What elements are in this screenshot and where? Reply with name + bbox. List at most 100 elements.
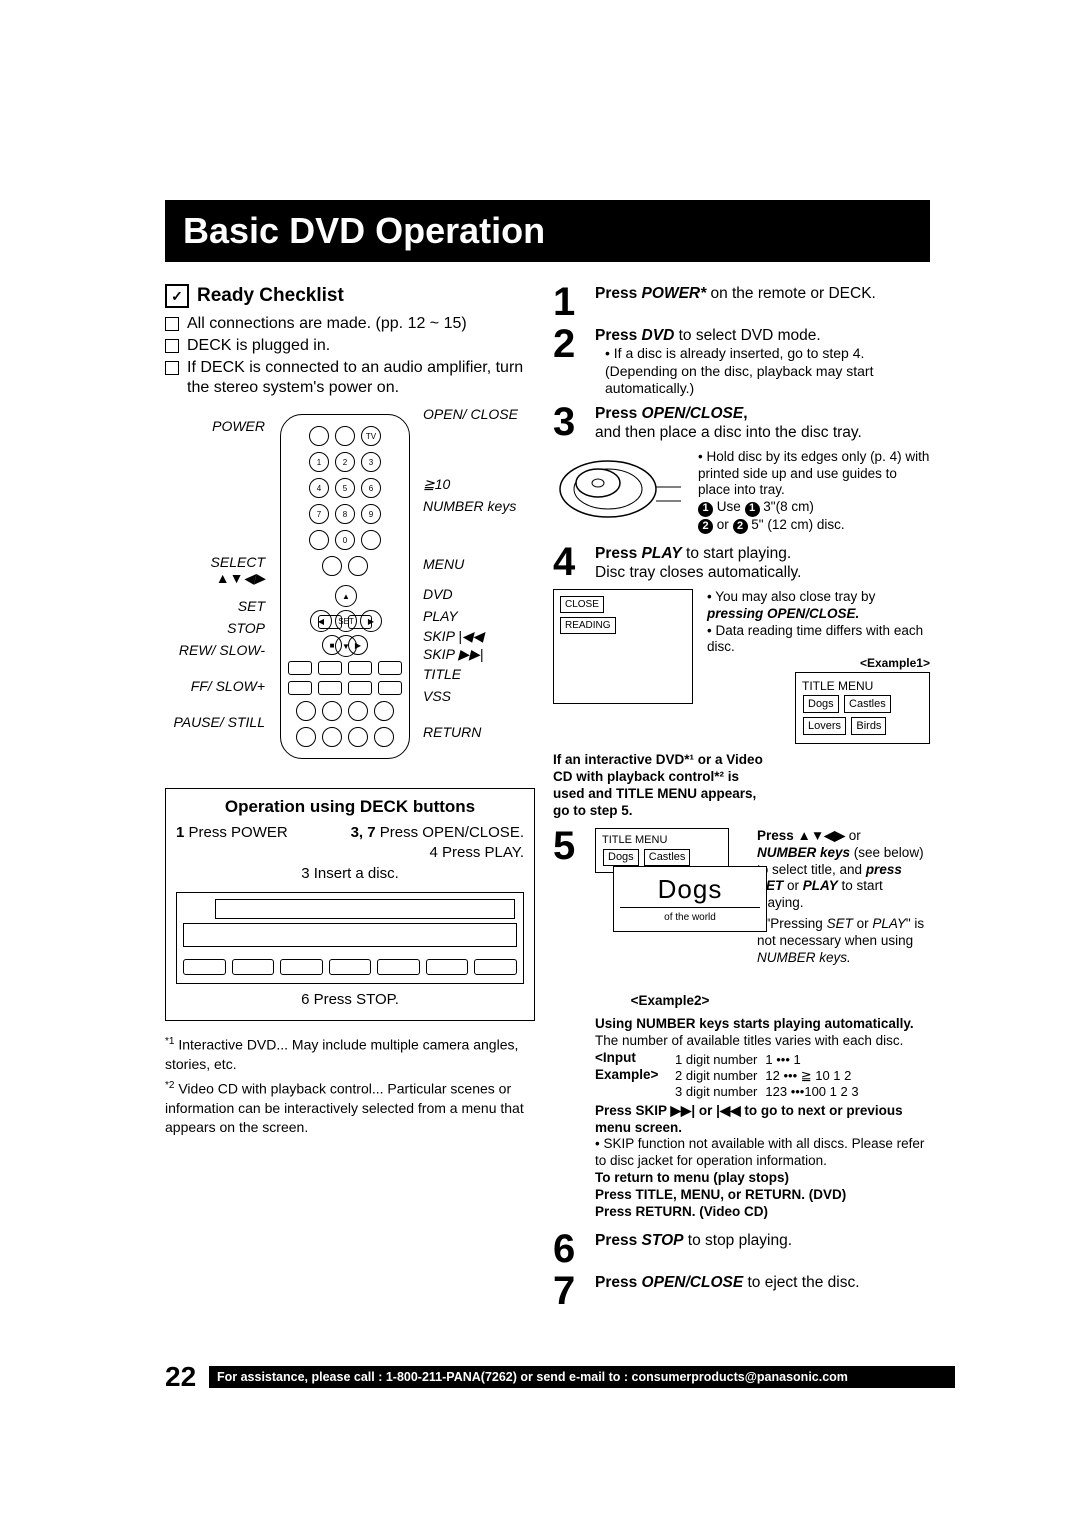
return-line-b: Press RETURN. (Video CD) xyxy=(595,1204,930,1221)
footnote-text: Interactive DVD... May include multiple … xyxy=(165,1037,518,1072)
step-body: TITLE MENU Dogs Castles Dogs of the worl… xyxy=(595,828,930,1221)
step-text: Press xyxy=(595,327,642,344)
s5-em: NUMBER keys. xyxy=(757,950,851,965)
s4-r1b: pressing OPEN/CLOSE. xyxy=(707,606,859,621)
footnotes: *1 Interactive DVD... May include multip… xyxy=(165,1035,535,1137)
s5-text: or xyxy=(845,828,861,843)
step-body: Press OPEN/CLOSE to eject the disc. xyxy=(595,1273,930,1309)
checkbox-icon xyxy=(165,339,179,353)
disc-use2b: 5" (12 cm) disc. xyxy=(748,517,845,532)
step-number: 6 xyxy=(553,1231,587,1267)
remote-label-vss: VSS xyxy=(423,688,523,704)
remote-label-ff: FF/ SLOW+ xyxy=(165,678,265,694)
lcd-close-label: CLOSE xyxy=(560,596,604,613)
step-em: OPEN/CLOSE xyxy=(642,1274,744,1291)
s5-em: PLAY xyxy=(872,916,906,931)
remote-label-play: PLAY xyxy=(423,608,523,624)
step-3: 3 Press OPEN/CLOSE, and then place a dis… xyxy=(553,404,930,443)
step-number: 3 xyxy=(553,404,587,443)
deck-step-text: Press OPEN/CLOSE. xyxy=(380,824,524,841)
input-example-table: 1 digit number1 ••• 1 2 digit number12 •… xyxy=(675,1052,867,1101)
deck-step-1: 1 Press POWER xyxy=(176,823,288,843)
footnote-2: *2 Video CD with playback control... Par… xyxy=(165,1079,535,1136)
left-column: ✓ Ready Checklist All connections are ma… xyxy=(165,284,535,1315)
right-column: 1 Press POWER* on the remote or DECK. 2 … xyxy=(553,284,930,1315)
step4-note: If an interactive DVD*¹ or a Video CD wi… xyxy=(553,752,773,820)
step-em: POWER* xyxy=(642,285,707,302)
example1-label: <Example1> xyxy=(707,656,930,670)
menu-cell: Dogs xyxy=(803,695,839,713)
s5-text: or xyxy=(783,878,803,893)
step-body: Press DVD to select DVD mode. • If a dis… xyxy=(595,326,930,398)
s5-text: or xyxy=(853,916,873,931)
remote-label-stop: STOP xyxy=(165,620,265,636)
table-cell: 123 •••100 1 2 3 xyxy=(765,1084,866,1100)
checkbox-icon xyxy=(165,317,179,331)
disc-tray-icon xyxy=(553,449,688,534)
checklist-item: All connections are made. (pp. 12 ~ 15) xyxy=(165,314,535,334)
manual-page: Basic DVD Operation ✓ Ready Checklist Al… xyxy=(0,0,1080,1528)
skip-note: • SKIP function not available with all d… xyxy=(595,1136,930,1170)
menu-cell: Lovers xyxy=(803,717,846,735)
step-number: 4 xyxy=(553,544,587,583)
remote-label-return: RETURN xyxy=(423,724,523,740)
ready-checklist-label: Ready Checklist xyxy=(197,285,344,307)
remote-control-diagram: TV 123 456 789 0 ▲ ◀ SET ▶ ▼ ■▶ xyxy=(165,406,535,776)
step-body: Press STOP to stop playing. xyxy=(595,1231,930,1267)
step-number: 7 xyxy=(553,1273,587,1309)
checklist-text: All connections are made. (pp. 12 ~ 15) xyxy=(187,314,467,334)
remote-label-number: NUMBER keys xyxy=(423,498,523,514)
step-body: Press POWER* on the remote or DECK. xyxy=(595,284,930,320)
table-row: 1 digit number1 ••• 1 xyxy=(675,1052,867,1068)
table-cell: 1 ••• 1 xyxy=(765,1052,866,1068)
remote-label-open: OPEN/ CLOSE xyxy=(423,406,523,422)
disc-use1b: 3"(8 cm) xyxy=(760,499,814,514)
marker-1-icon: 1 xyxy=(745,502,760,517)
s5-em: SET xyxy=(827,916,853,931)
deck-step-6: 6 Press STOP. xyxy=(176,990,524,1010)
example2-big-sub: of the world xyxy=(620,912,760,925)
step-sub-text: If a disc is already inserted, go to ste… xyxy=(605,345,873,396)
example2-label: <Example2> xyxy=(595,993,745,1010)
step-text: Press xyxy=(595,285,642,302)
return-title: To return to menu (play stops) xyxy=(595,1170,930,1187)
deck-step-4: 4 Press PLAY. xyxy=(176,843,524,863)
example2-big-title: Dogs xyxy=(620,873,760,909)
example2-title: TITLE MENU xyxy=(602,834,722,848)
ready-checklist-heading: ✓ Ready Checklist xyxy=(165,284,535,308)
step-4: 4 Press PLAY to start playing. Disc tray… xyxy=(553,544,930,583)
remote-label-skipb: SKIP |◀◀ xyxy=(423,628,523,645)
step-body: Press OPEN/CLOSE, and then place a disc … xyxy=(595,404,930,443)
table-row: 3 digit number123 •••100 1 2 3 xyxy=(675,1084,867,1100)
ready-checklist: All connections are made. (pp. 12 ~ 15) … xyxy=(165,314,535,398)
s4-r1: You may also close tray by xyxy=(715,589,875,604)
disc-use2a: or xyxy=(717,517,733,532)
step-text: to start playing. xyxy=(682,545,791,562)
step-text: to eject the disc. xyxy=(743,1274,859,1291)
disc-use1a: Use xyxy=(717,499,745,514)
deck-step-37: 3, 7 Press OPEN/CLOSE. xyxy=(351,823,524,843)
input-example-label: <Input Example> xyxy=(595,1050,665,1103)
step-6: 6 Press STOP to stop playing. xyxy=(553,1231,930,1267)
example1-title: TITLE MENU xyxy=(802,679,923,693)
remote-label-power: POWER xyxy=(165,418,265,434)
step4-right: • You may also close tray by pressing OP… xyxy=(707,589,930,745)
table-row: 2 digit number12 ••• ≧ 10 1 2 xyxy=(675,1068,867,1084)
checklist-item: DECK is plugged in. xyxy=(165,336,535,356)
step-number: 5 xyxy=(553,828,587,1221)
step-number: 1 xyxy=(553,284,587,320)
two-column-layout: ✓ Ready Checklist All connections are ma… xyxy=(165,284,930,1315)
disc-text: • Hold disc by its edges only (p. 4) wit… xyxy=(698,449,930,534)
checkbox-checked-icon: ✓ xyxy=(165,284,189,308)
marker-2-icon: 2 xyxy=(698,519,713,534)
remote-label-rew: REW/ SLOW- xyxy=(165,642,265,658)
page-number: 22 xyxy=(165,1361,209,1393)
number-keys-title: Using NUMBER keys starts playing automat… xyxy=(595,1016,930,1033)
step-text: Press xyxy=(595,545,642,562)
deck-step-text: Press POWER xyxy=(189,824,288,841)
remote-label-ten: ≧10 xyxy=(423,476,523,493)
deck-step-num: 1 xyxy=(176,824,189,841)
step-text: on the remote or DECK. xyxy=(706,285,876,302)
step-line2: Disc tray closes automatically. xyxy=(595,563,930,582)
s5-text: "Pressing xyxy=(765,916,826,931)
